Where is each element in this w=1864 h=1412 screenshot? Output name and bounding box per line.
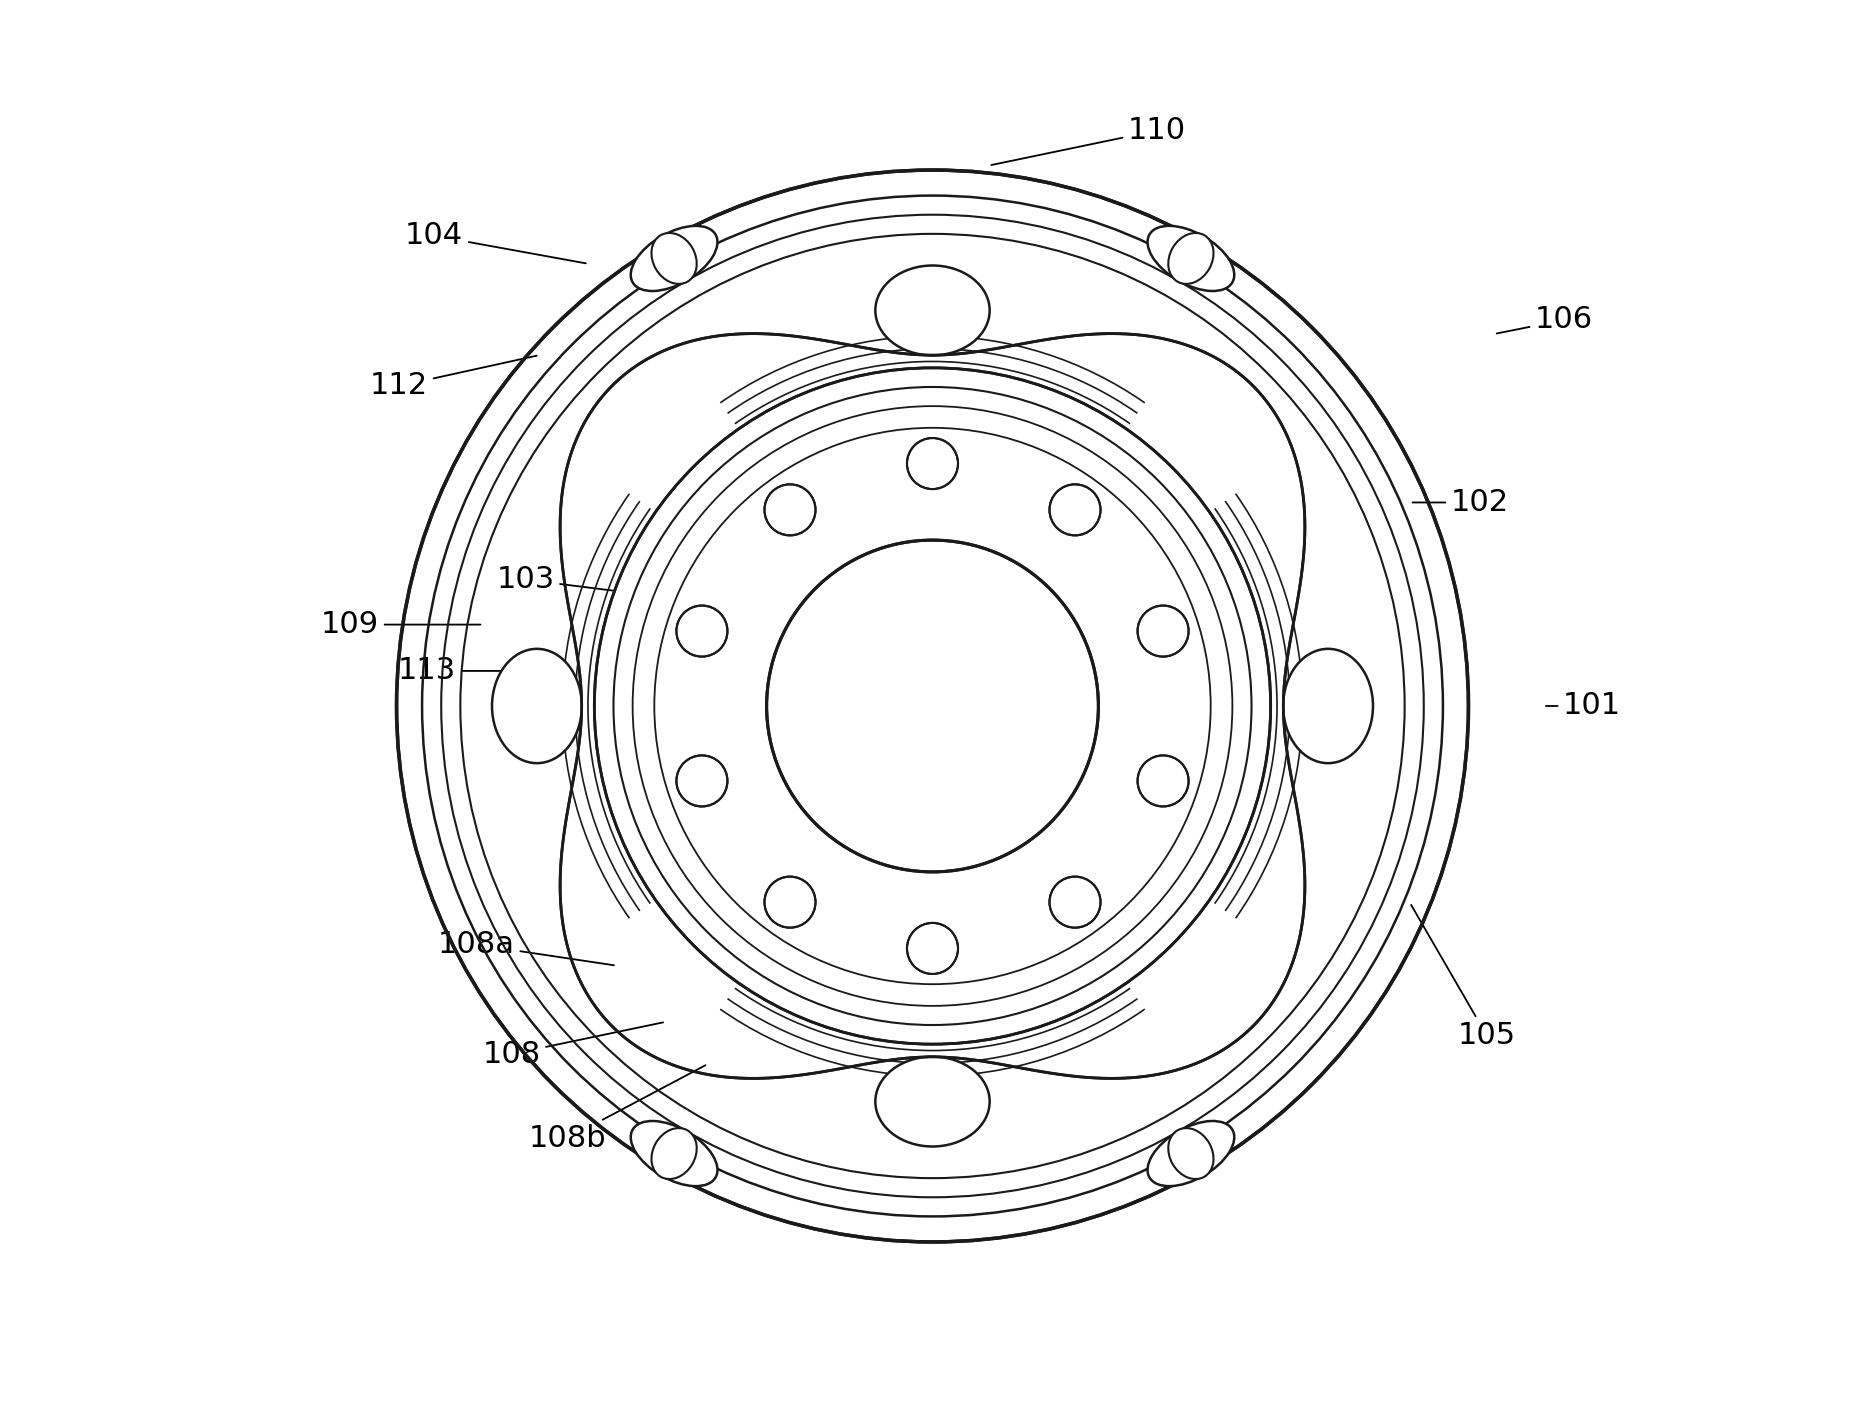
Ellipse shape <box>1146 1121 1234 1186</box>
Text: 109: 109 <box>321 610 481 640</box>
Circle shape <box>906 923 958 974</box>
Ellipse shape <box>630 226 718 291</box>
Ellipse shape <box>630 1121 718 1186</box>
Ellipse shape <box>1167 1128 1213 1179</box>
Circle shape <box>1137 606 1187 657</box>
Circle shape <box>677 606 727 657</box>
Text: 112: 112 <box>369 356 537 401</box>
Text: 105: 105 <box>1411 905 1515 1051</box>
Circle shape <box>1049 877 1100 928</box>
Text: 108a: 108a <box>438 931 613 966</box>
Polygon shape <box>559 333 1305 1079</box>
Circle shape <box>764 877 815 928</box>
Circle shape <box>766 541 1098 871</box>
Ellipse shape <box>874 265 990 356</box>
Text: 108b: 108b <box>529 1065 705 1152</box>
Circle shape <box>595 369 1269 1043</box>
Text: 108: 108 <box>483 1022 664 1069</box>
Ellipse shape <box>1167 233 1213 284</box>
Text: 106: 106 <box>1497 305 1592 335</box>
Circle shape <box>1049 484 1100 535</box>
Text: 102: 102 <box>1411 489 1508 517</box>
Ellipse shape <box>651 233 697 284</box>
Text: 103: 103 <box>496 565 634 594</box>
Circle shape <box>906 438 958 489</box>
Text: 104: 104 <box>404 222 585 264</box>
Text: 110: 110 <box>992 116 1186 165</box>
Ellipse shape <box>874 1056 990 1147</box>
Ellipse shape <box>1146 226 1234 291</box>
Ellipse shape <box>492 650 582 762</box>
Ellipse shape <box>1282 650 1372 762</box>
Ellipse shape <box>651 1128 697 1179</box>
Text: 113: 113 <box>397 657 544 685</box>
Circle shape <box>764 484 815 535</box>
Text: 101: 101 <box>1545 692 1620 720</box>
Circle shape <box>397 169 1467 1243</box>
Circle shape <box>1137 755 1187 806</box>
Circle shape <box>677 755 727 806</box>
